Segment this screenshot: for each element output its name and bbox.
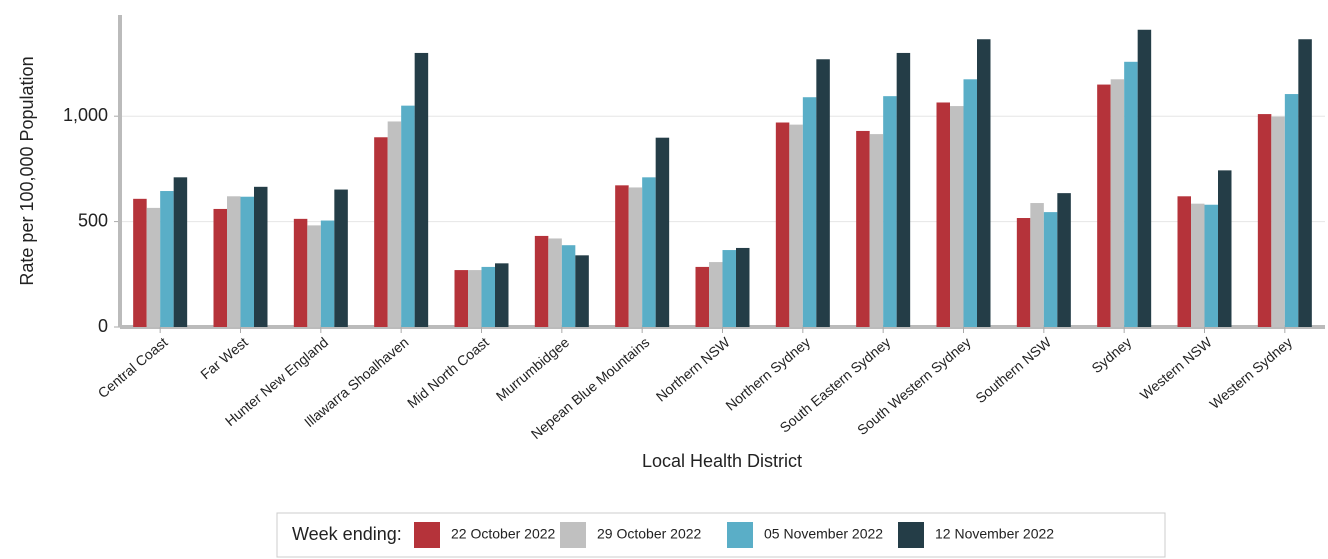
bar [1057, 193, 1071, 327]
bar [414, 52, 429, 327]
bar [977, 39, 991, 327]
legend-label: 22 October 2022 [451, 526, 556, 542]
bar [146, 207, 161, 327]
bar [615, 185, 629, 327]
legend-swatch [560, 522, 586, 548]
bar [722, 250, 736, 327]
bar [495, 263, 509, 327]
bar [1030, 203, 1044, 327]
bar [401, 105, 415, 327]
legend-swatch [414, 522, 440, 548]
bar [816, 59, 830, 328]
bar [1218, 170, 1232, 327]
legend-title: Week ending: [292, 524, 402, 544]
x-tick-label: Northern NSW [653, 333, 734, 404]
bar [1298, 39, 1312, 327]
x-tick-label: Sydney [1088, 334, 1134, 376]
bar [1177, 196, 1191, 327]
bar [334, 189, 348, 327]
bar [775, 122, 790, 327]
x-axis-title: Local Health District [642, 451, 802, 471]
bar [468, 270, 482, 327]
bar [695, 266, 709, 327]
bar [561, 245, 576, 327]
bar [789, 124, 803, 328]
y-axis-title: Rate per 100,000 Population [17, 56, 37, 285]
bar [1097, 84, 1111, 327]
bar [374, 137, 388, 327]
bar [534, 235, 549, 327]
bar [1271, 116, 1285, 327]
bar [254, 186, 268, 327]
bar [1043, 212, 1058, 327]
x-tick-label: Southern NSW [972, 333, 1054, 406]
bar [709, 262, 723, 327]
bar [869, 134, 884, 327]
x-tick-label: Murrumbidgee [493, 334, 573, 404]
bar [1191, 203, 1205, 327]
x-tick-label: Western Sydney [1206, 334, 1295, 412]
bar [642, 177, 656, 327]
bar [1110, 79, 1125, 327]
bar [575, 255, 589, 327]
legend-swatch [727, 522, 753, 548]
x-tick-label: Northern Sydney [722, 334, 813, 414]
bar [307, 225, 321, 327]
bar [856, 130, 870, 327]
bar [213, 208, 227, 327]
bar [481, 266, 495, 327]
bar [1204, 204, 1218, 327]
bar [950, 106, 964, 327]
bar [802, 97, 817, 327]
bar [227, 196, 241, 327]
x-tick-label: Far West [197, 334, 251, 383]
bar [454, 270, 468, 327]
bar [936, 102, 950, 328]
bar [1124, 61, 1138, 328]
y-tick-label: 1,000 [63, 105, 108, 125]
bar [736, 247, 750, 327]
x-tick-label: Western NSW [1137, 333, 1216, 403]
legend-label: 12 November 2022 [935, 526, 1054, 542]
bar [963, 79, 977, 327]
y-tick-label: 0 [98, 316, 108, 336]
bar [1016, 218, 1031, 327]
bar [883, 96, 897, 327]
x-tick-label: Central Coast [95, 334, 171, 401]
legend-label: 05 November 2022 [764, 526, 883, 542]
bar [173, 177, 188, 327]
bar [896, 52, 911, 327]
bar [628, 187, 643, 327]
legend-swatch [898, 522, 924, 548]
bar [240, 196, 254, 327]
bar [293, 218, 308, 327]
x-tick-label: Mid North Coast [404, 334, 492, 411]
y-tick-label: 500 [78, 210, 108, 230]
bar [655, 137, 670, 327]
bar [320, 220, 335, 327]
bar [133, 198, 147, 327]
bar [548, 238, 562, 327]
bar [1284, 94, 1299, 328]
legend-label: 29 October 2022 [597, 526, 702, 542]
bar [1137, 29, 1152, 328]
bar [1257, 114, 1272, 327]
bar [160, 191, 174, 327]
bar [387, 121, 402, 327]
